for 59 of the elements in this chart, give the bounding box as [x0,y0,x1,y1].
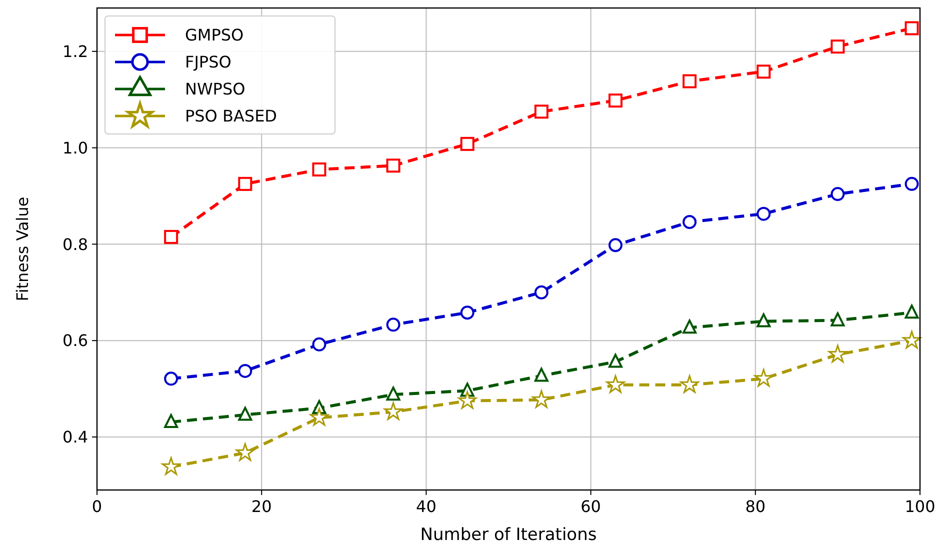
point [386,386,400,401]
point [238,406,252,421]
y-tick-label: 1.0 [62,138,88,158]
legend-label: NWPSO [185,80,246,99]
point [238,176,252,191]
point [164,414,178,428]
point [682,74,697,88]
point [312,162,326,176]
y-tick-label: 0.4 [62,428,88,447]
legend-label: GMPSO [185,26,244,45]
point [162,457,180,475]
point [682,215,697,230]
point [460,136,474,151]
x-tick-label: 40 [416,497,436,516]
x-tick-label: 60 [580,497,601,516]
point [680,375,699,393]
legend-label: PSO BASED [185,106,277,126]
point [312,337,326,352]
x-tick-label: 80 [745,497,766,516]
legend-label: FJPSO [185,52,232,72]
x-tick-label: 0 [92,497,102,516]
point [828,344,847,363]
point [606,375,625,393]
y-tick-label: 0.6 [62,331,88,350]
point [238,364,252,378]
y-tick-label: 1.2 [62,42,88,61]
point [236,443,254,461]
point [902,330,922,349]
point [386,158,400,173]
point [384,402,403,420]
point [164,372,178,386]
y-tick-label: 0.8 [62,234,88,254]
point [830,187,845,202]
point [386,318,400,332]
point [458,391,477,409]
point [756,64,771,79]
point [532,390,551,408]
point [756,313,771,328]
point [164,230,178,244]
point [534,368,548,382]
point [608,238,622,252]
point [608,94,622,108]
point [754,368,773,387]
point [830,312,845,326]
point [682,320,697,334]
point [310,408,328,426]
point [904,176,919,191]
x-tick-label: 20 [251,497,272,516]
point [830,40,845,54]
point [608,354,622,368]
point [534,285,548,300]
point [534,104,548,119]
point [904,304,919,319]
point [904,21,919,36]
point [460,306,474,320]
y-axis-title: Fitness Value [13,196,32,302]
x-axis-title: Number of Iterations [420,525,597,545]
point [756,206,771,221]
x-tick-label: 100 [904,497,936,516]
